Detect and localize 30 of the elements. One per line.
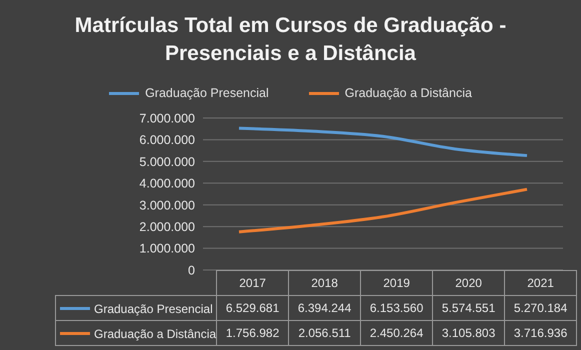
line-series bbox=[238, 188, 528, 234]
data-label: 6.394.244 bbox=[288, 296, 361, 320]
y-tick-label: 5.000.000 bbox=[139, 154, 196, 169]
y-tick-label: 7.000.000 bbox=[139, 111, 196, 126]
x-tick-label: 2017 bbox=[216, 270, 289, 296]
y-tick-label: 1.000.000 bbox=[139, 242, 196, 256]
data-label: 2.056.511 bbox=[288, 320, 361, 346]
legend-label: Graduação a Distância bbox=[344, 86, 472, 100]
data-label: 2.450.264 bbox=[360, 320, 433, 346]
data-label: 1.756.982 bbox=[216, 320, 289, 346]
legend-label: Graduação Presencial bbox=[145, 86, 269, 100]
x-tick-label: 2018 bbox=[288, 270, 361, 296]
data-label: 6.153.560 bbox=[360, 296, 433, 320]
y-tick-label: 2.000.000 bbox=[139, 220, 196, 234]
y-tick-label: 6.000.000 bbox=[139, 133, 196, 148]
text: Graduação Presencial bbox=[94, 301, 213, 316]
data-label: 3.716.936 bbox=[504, 320, 577, 346]
line-series bbox=[238, 126, 528, 158]
data-label: 5.270.184 bbox=[504, 296, 577, 320]
y-tick-label: 3.000.000 bbox=[139, 198, 196, 212]
data-label: 3.105.803 bbox=[432, 320, 505, 346]
data-label: 6.529.681 bbox=[216, 296, 289, 320]
x-tick-label: 2019 bbox=[360, 270, 433, 296]
y-tick-label: 0 bbox=[188, 263, 196, 278]
x-tick-label: 2020 bbox=[432, 270, 505, 296]
text: Graduação a Distância bbox=[94, 326, 216, 340]
x-tick-label: 2021 bbox=[504, 270, 577, 296]
data-label: 5.574.551 bbox=[432, 296, 505, 320]
chart-title: Matrículas Total em Cursos de Graduação - Presenciais e a Distância bbox=[74, 13, 508, 67]
y-tick-label: 4.000.000 bbox=[139, 176, 196, 191]
